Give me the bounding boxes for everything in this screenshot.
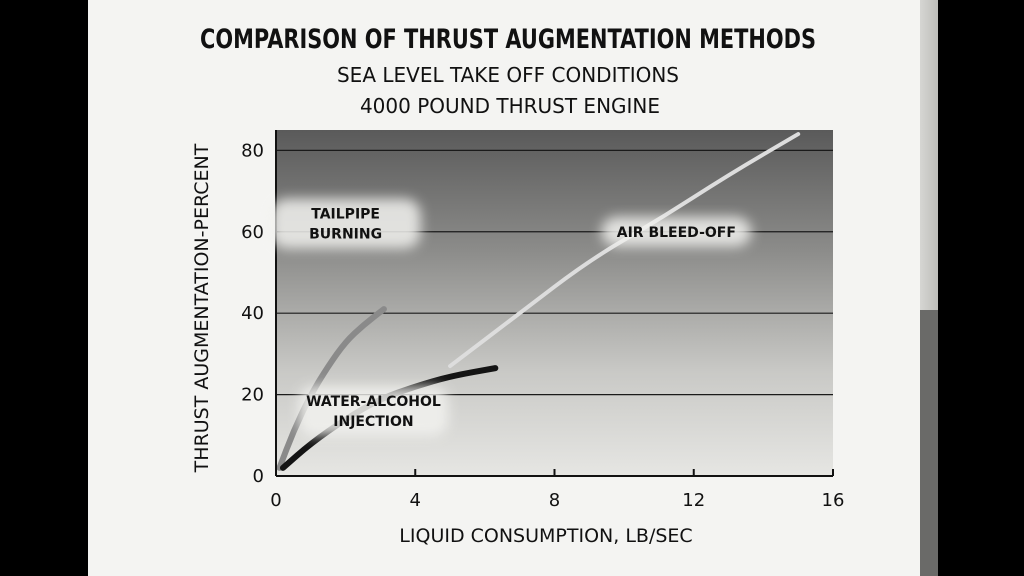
y-tick-label-1: 20 [241, 385, 264, 406]
x-axis-label: LIQUID CONSUMPTION, LB/SEC [399, 525, 692, 547]
background-wall-shadow [920, 310, 938, 576]
y-tick-label-2: 40 [241, 303, 264, 324]
series-label-halo-1 [298, 385, 449, 436]
series-label-2-line-0: AIR BLEED-OFF [617, 225, 736, 241]
series-label-halo-2 [601, 216, 752, 247]
chart-subtitle-1: SEA LEVEL TAKE OFF CONDITIONS [337, 63, 679, 87]
chart-title: COMPARISON OF THRUST AUGMENTATION METHOD… [200, 24, 816, 55]
series-annotations: TAILPIPE BURNING WATER-ALCOHOL INJECTION AIR… [270, 198, 752, 436]
y-ticks: 0 20 40 60 80 [241, 140, 264, 487]
x-tick-label-3: 12 [682, 490, 705, 511]
series-label-1-line-1: INJECTION [333, 414, 413, 430]
chart-subtitle-2: 4000 POUND THRUST ENGINE [360, 94, 660, 118]
series-label-0-line-1: BURNING [309, 227, 382, 243]
x-tick-label-0: 0 [270, 490, 281, 511]
series-label-0-line-0: TAILPIPE [311, 207, 380, 223]
x-tick-label-4: 16 [822, 490, 845, 511]
series-label-halo-0 [270, 198, 421, 249]
y-tick-label-3: 60 [241, 222, 264, 243]
x-tick-label-1: 4 [410, 490, 421, 511]
series-label-1-line-0: WATER-ALCOHOL [306, 394, 441, 410]
x-tick-label-2: 8 [549, 490, 560, 511]
x-ticks: 0 4 8 12 16 [270, 469, 844, 511]
y-tick-label-0: 0 [253, 466, 264, 487]
y-axis-label: THRUST AUGMENTATION-PERCENT [191, 143, 213, 473]
y-tick-label-4: 80 [241, 140, 264, 161]
